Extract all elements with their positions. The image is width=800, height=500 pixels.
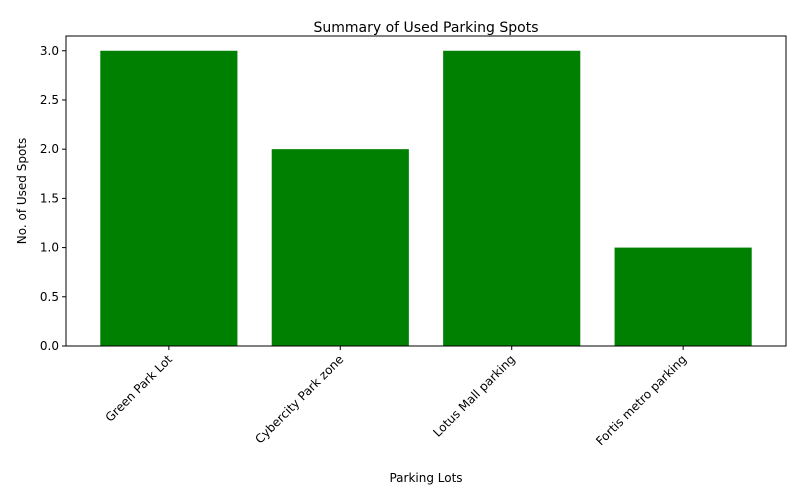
bar <box>443 50 581 347</box>
y-tick-label: 2.0 <box>40 142 59 156</box>
bar <box>614 247 752 346</box>
x-tick-label: Green Park Lot <box>103 352 176 425</box>
plot-frame <box>65 35 787 347</box>
x-tick-label: Cybercity Park zone <box>252 352 346 446</box>
y-tick-label: 1.0 <box>40 241 59 255</box>
y-tick-label: 0.0 <box>40 339 59 353</box>
y-tick-label: 2.5 <box>40 93 59 107</box>
x-axis-label: Parking Lots <box>389 471 462 485</box>
y-tick-label: 0.5 <box>40 290 59 304</box>
x-tick-label: Fortis metro parking <box>593 352 689 448</box>
y-axis: 0.0 0.5 1.0 1.5 2.0 2.5 3.0 <box>40 44 66 353</box>
x-axis: Green Park Lot Cybercity Park zone Lotus M… <box>103 346 689 448</box>
chart-title: Summary of Used Parking Spots <box>313 20 538 36</box>
bar <box>271 149 409 346</box>
x-tick-label: Lotus Mall parking <box>430 352 518 440</box>
y-axis-label: No. of Used Spots <box>15 138 29 245</box>
y-tick-label: 1.5 <box>40 191 59 205</box>
y-tick-label: 3.0 <box>40 44 59 58</box>
bar <box>100 50 238 347</box>
bars-group <box>100 50 752 347</box>
